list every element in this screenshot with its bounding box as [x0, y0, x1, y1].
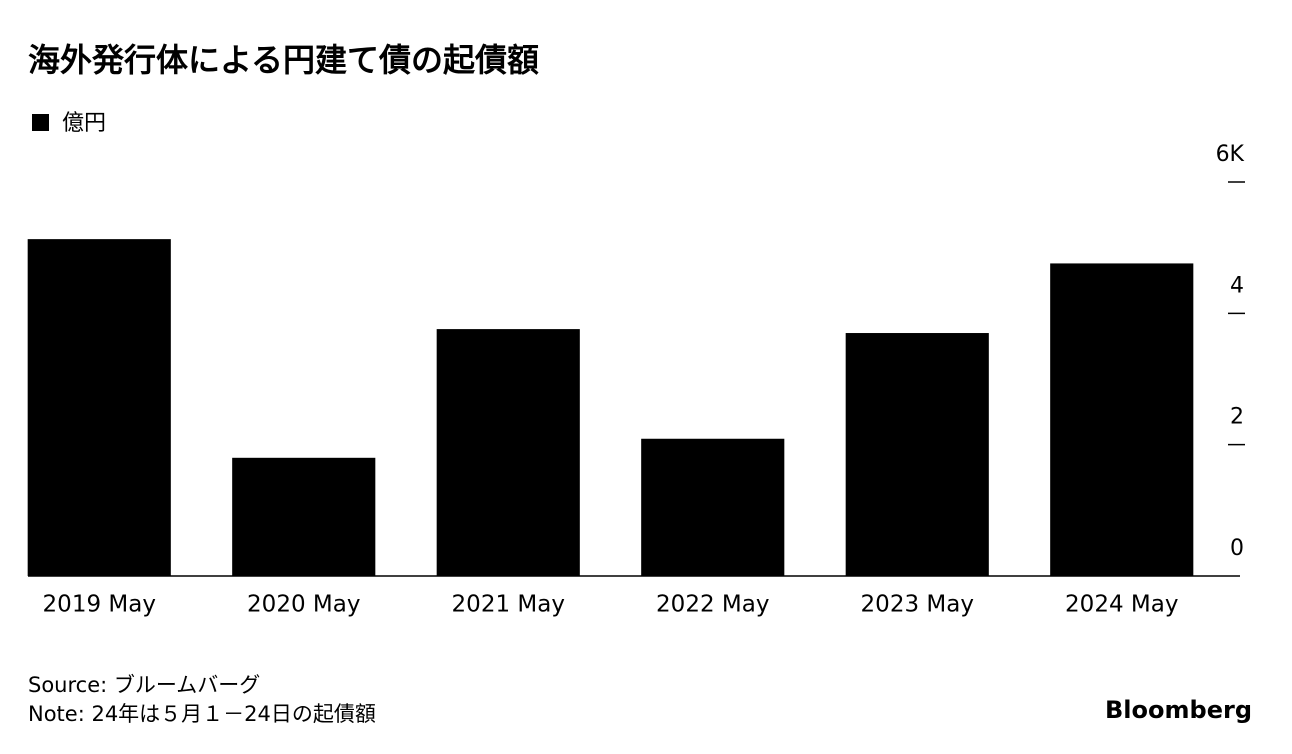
chart-title: 海外発行体による円建て債の起債額: [28, 41, 539, 79]
y-tick-label: 0: [1230, 536, 1244, 561]
bar: [27, 239, 171, 576]
legend-label: 億円: [62, 111, 106, 136]
y-tick-label: 6K: [1216, 142, 1245, 167]
source: Source: ブルームバーグ: [28, 673, 260, 697]
bar: [845, 333, 989, 576]
x-tick-label: 2024 May: [1065, 592, 1178, 618]
brand: Bloomberg: [1105, 696, 1252, 724]
note: Note: 24年は５月１－24日の起債額: [28, 702, 376, 726]
bar: [436, 329, 580, 576]
bar: [641, 438, 785, 576]
x-tick-label: 2019 May: [43, 592, 156, 618]
x-tick-label: 2021 May: [452, 592, 565, 618]
x-tick-label: 2020 May: [247, 592, 360, 618]
legend-swatch: [32, 114, 49, 131]
bar: [1050, 263, 1194, 576]
x-tick-label: 2023 May: [861, 592, 974, 618]
bar: [232, 457, 376, 576]
y-tick-label: 4: [1230, 273, 1244, 298]
y-tick-label: 2: [1230, 405, 1244, 430]
x-tick-label: 2022 May: [656, 592, 769, 618]
